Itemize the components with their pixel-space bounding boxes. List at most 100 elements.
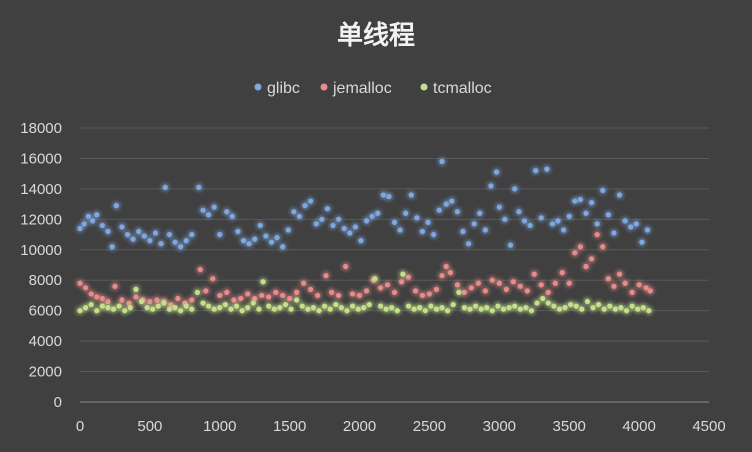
point-jemalloc xyxy=(197,266,203,273)
series-glibc xyxy=(75,156,653,252)
point-jemalloc xyxy=(217,292,223,299)
point-glibc xyxy=(178,244,184,250)
chart-title: 单线程 xyxy=(337,21,415,51)
point-jemalloc xyxy=(588,256,595,262)
point-tcmalloc xyxy=(551,303,557,309)
point-jemalloc xyxy=(419,292,426,299)
x-tick-label: 4500 xyxy=(692,418,725,435)
point-glibc xyxy=(397,227,403,233)
point-tcmalloc xyxy=(256,306,262,312)
point-glibc xyxy=(477,210,483,216)
legend-label-tcmalloc: tcmalloc xyxy=(433,80,492,97)
legend-label-glibc: glibc xyxy=(267,80,300,97)
point-glibc xyxy=(544,166,550,172)
point-jemalloc xyxy=(315,292,321,299)
point-glibc xyxy=(136,228,142,235)
point-jemalloc xyxy=(611,283,617,289)
point-tcmalloc xyxy=(288,306,294,312)
point-jemalloc xyxy=(622,280,628,286)
point-glibc xyxy=(507,242,514,248)
point-glibc xyxy=(414,215,420,221)
point-jemalloc xyxy=(545,289,551,295)
point-glibc xyxy=(152,230,159,236)
point-glibc xyxy=(302,203,308,209)
point-tcmalloc xyxy=(88,301,94,308)
point-tcmalloc xyxy=(183,303,189,309)
x-tick-label: 3000 xyxy=(483,418,516,435)
x-tick-label: 4000 xyxy=(622,418,655,435)
point-tcmalloc xyxy=(646,308,652,314)
x-tick-label: 1500 xyxy=(273,418,306,435)
point-jemalloc xyxy=(238,295,244,302)
point-jemalloc xyxy=(538,282,544,288)
point-tcmalloc xyxy=(94,308,100,314)
point-tcmalloc xyxy=(110,306,117,312)
point-jemalloc xyxy=(175,295,181,302)
point-tcmalloc xyxy=(150,306,156,312)
point-glibc xyxy=(189,231,195,238)
point-tcmalloc xyxy=(445,308,451,314)
point-tcmalloc xyxy=(200,300,206,306)
point-tcmalloc xyxy=(366,301,372,308)
point-jemalloc xyxy=(616,271,623,277)
point-jemalloc xyxy=(594,231,600,238)
x-tick-label: 2500 xyxy=(413,418,446,435)
point-tcmalloc xyxy=(260,279,266,285)
point-jemalloc xyxy=(433,286,440,292)
point-glibc xyxy=(566,213,572,219)
point-tcmalloc xyxy=(472,303,479,309)
point-glibc xyxy=(622,218,628,224)
y-tick-label: 16000 xyxy=(20,150,62,167)
point-tcmalloc xyxy=(344,308,350,314)
point-glibc xyxy=(512,186,518,192)
point-tcmalloc xyxy=(205,303,212,309)
point-glibc xyxy=(124,231,131,238)
point-glibc xyxy=(296,213,303,219)
point-jemalloc xyxy=(363,288,370,294)
point-glibc xyxy=(347,230,353,236)
point-tcmalloc xyxy=(422,308,428,314)
point-glibc xyxy=(628,224,634,230)
point-tcmalloc xyxy=(512,303,518,309)
y-tick-label: 12000 xyxy=(20,211,62,228)
point-tcmalloc xyxy=(389,305,395,311)
y-tick-label: 18000 xyxy=(20,120,62,137)
point-jemalloc xyxy=(412,288,419,294)
x-tick-label: 1000 xyxy=(203,418,236,435)
point-glibc xyxy=(141,233,147,239)
point-tcmalloc xyxy=(584,298,590,305)
point-glibc xyxy=(285,227,291,233)
point-jemalloc xyxy=(329,289,335,295)
point-glibc xyxy=(425,219,431,225)
point-tcmalloc xyxy=(310,305,317,311)
y-tick-label: 4000 xyxy=(29,333,62,350)
point-glibc xyxy=(94,212,100,218)
series-jemalloc xyxy=(75,229,655,310)
point-jemalloc xyxy=(600,244,606,250)
point-tcmalloc xyxy=(545,300,551,306)
point-glibc xyxy=(521,218,528,224)
point-tcmalloc xyxy=(322,303,328,309)
point-tcmalloc xyxy=(82,305,89,311)
point-glibc xyxy=(496,204,502,210)
point-glibc xyxy=(431,231,437,238)
point-jemalloc xyxy=(468,285,474,291)
point-tcmalloc xyxy=(450,301,456,308)
point-glibc xyxy=(449,198,455,204)
point-glibc xyxy=(471,221,477,227)
point-glibc xyxy=(229,213,235,219)
point-jemalloc xyxy=(323,273,329,279)
point-tcmalloc xyxy=(523,305,529,311)
point-glibc xyxy=(493,169,500,175)
point-jemalloc xyxy=(384,282,391,288)
point-jemalloc xyxy=(356,292,363,299)
legend-label-jemalloc: jemalloc xyxy=(332,80,392,97)
point-tcmalloc xyxy=(623,308,630,314)
point-glibc xyxy=(172,239,178,245)
point-jemalloc xyxy=(349,291,356,297)
point-glibc xyxy=(205,212,212,218)
data-points xyxy=(75,156,655,316)
point-tcmalloc xyxy=(528,308,535,314)
point-glibc xyxy=(583,210,589,216)
point-glibc xyxy=(89,218,96,224)
